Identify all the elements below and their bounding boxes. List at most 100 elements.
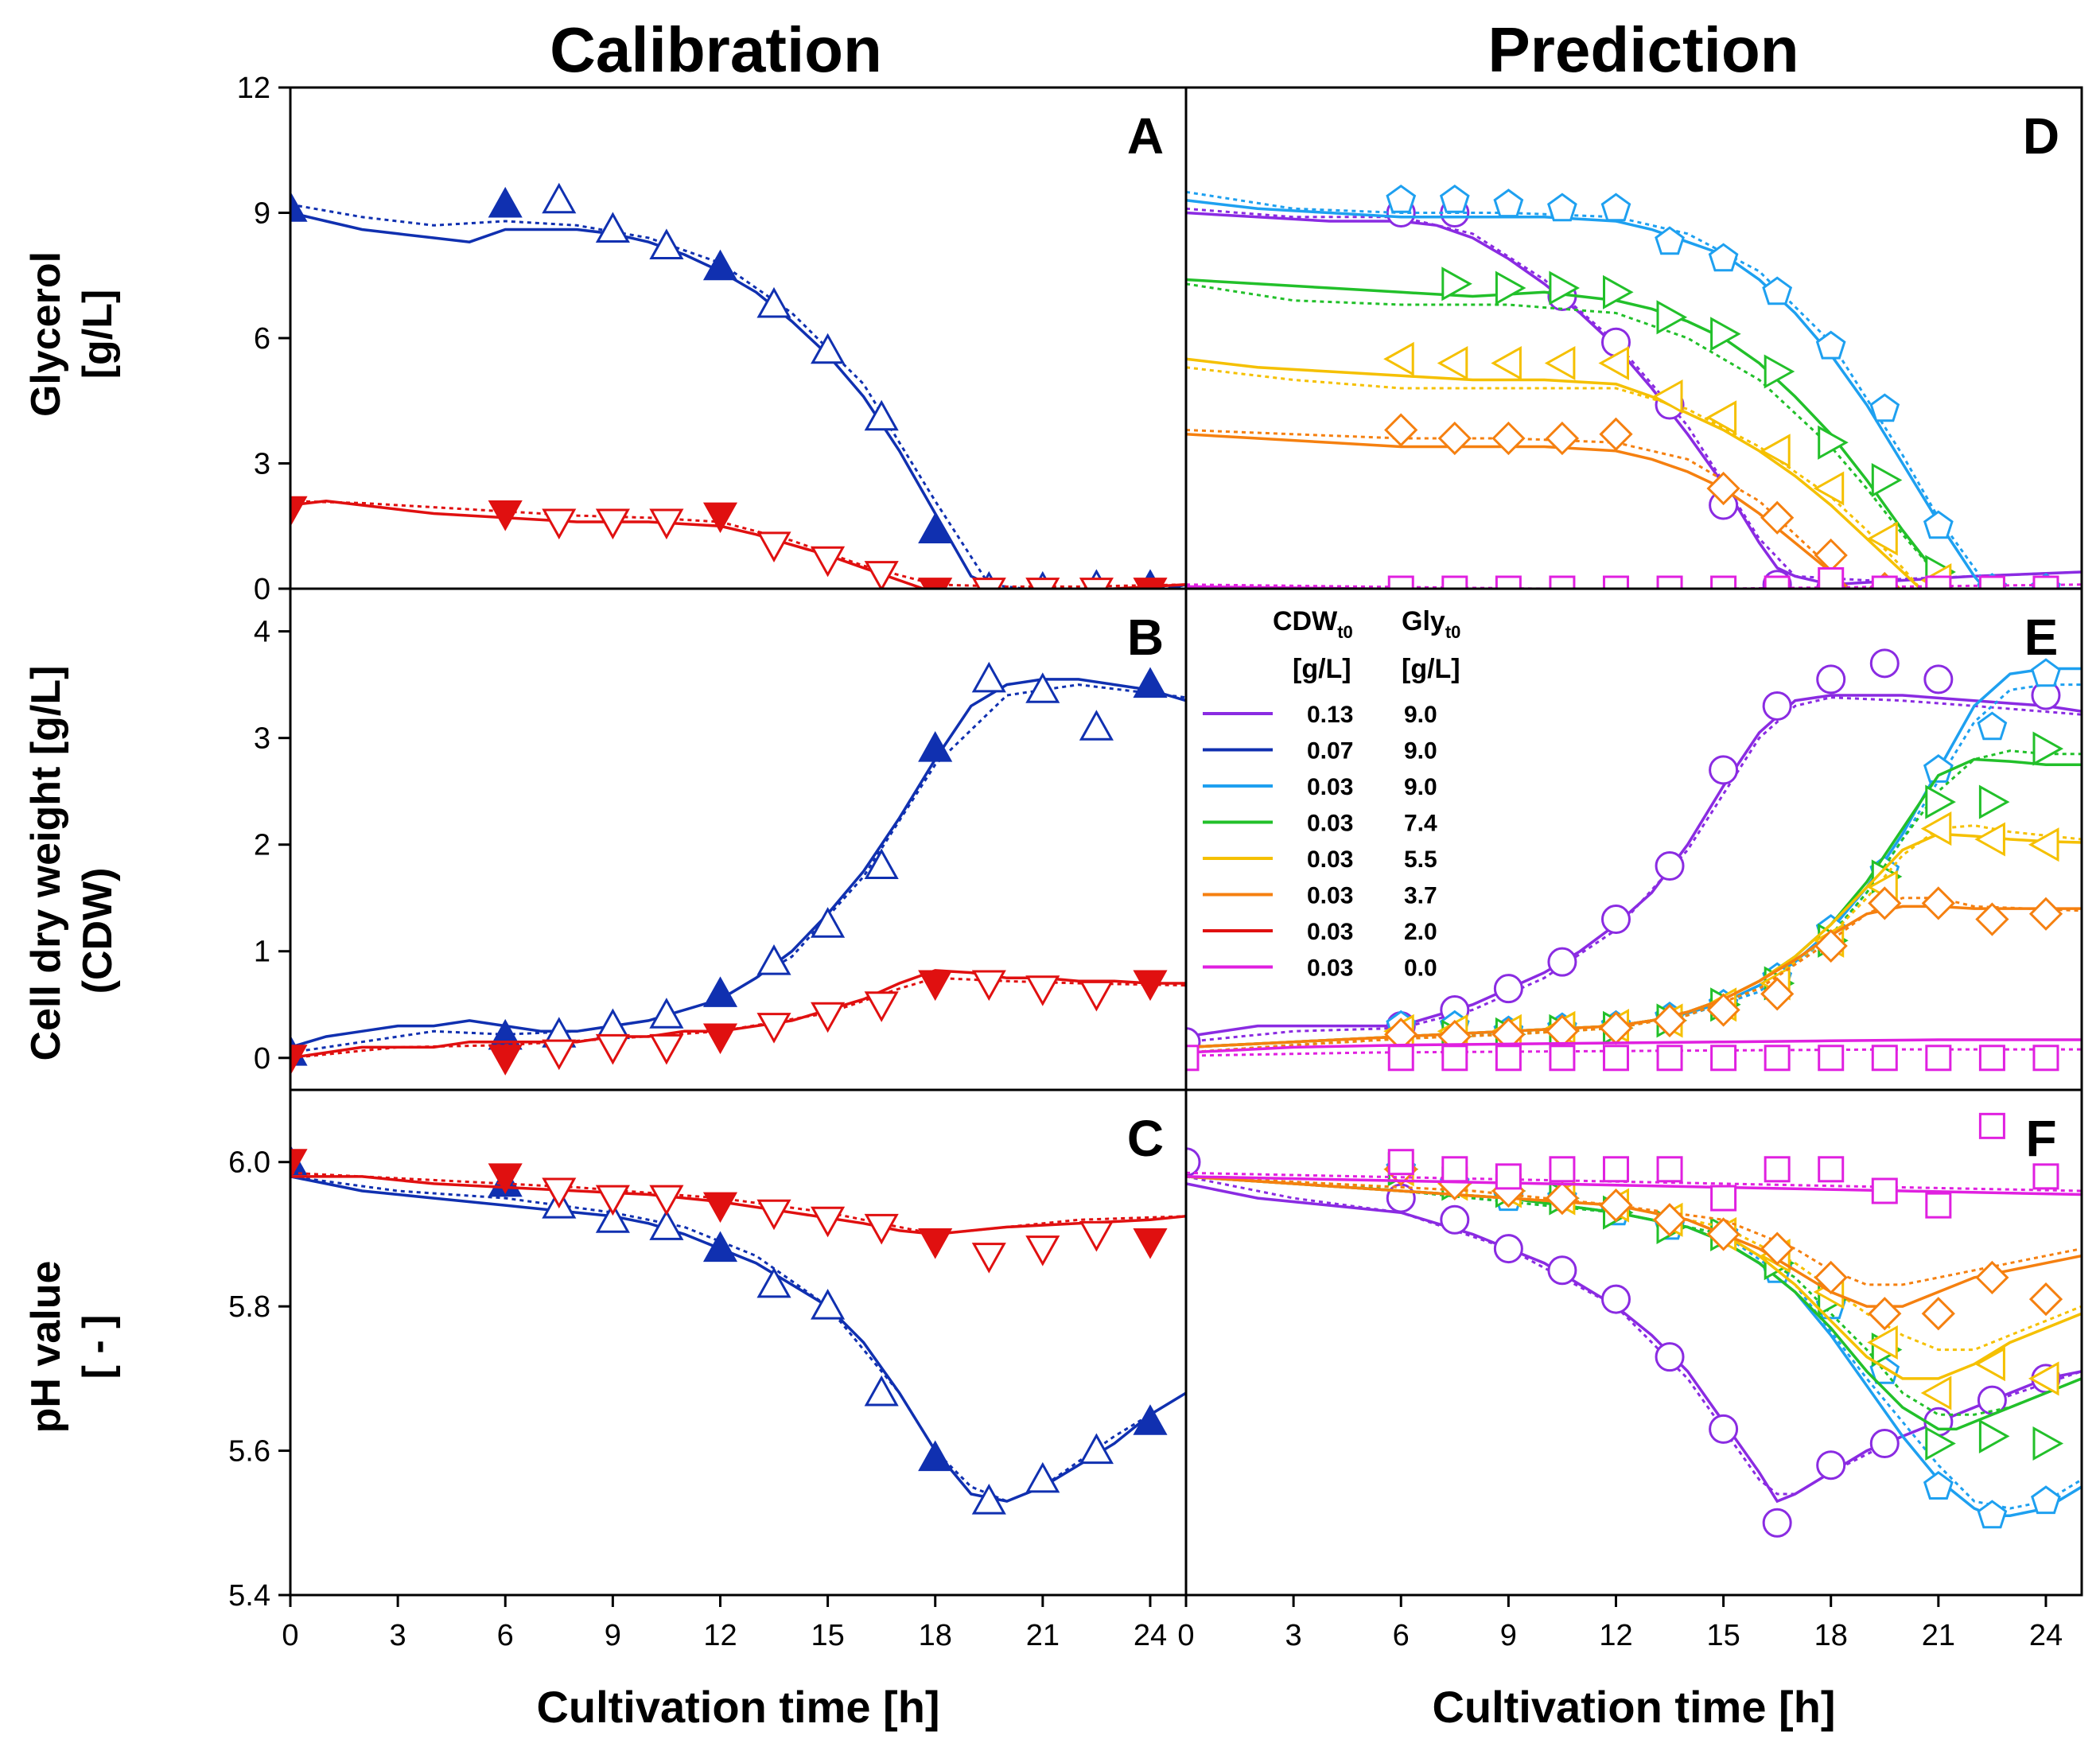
y-tick-label: 0 [254, 573, 270, 606]
legend-row: 0.03 9.0 [1203, 774, 1437, 800]
row-label-cdw: Cell dry weight [g/L] (CDW) [23, 666, 121, 1061]
panel-a-series-1-filled-point [290, 496, 308, 527]
panel-d-series-3-open-point [1705, 400, 1737, 435]
panel-f-series-5-open-point [1978, 1112, 2005, 1139]
panel-d-series-3-open-point [1383, 341, 1414, 376]
panel-e-series-5-open-point [1818, 1045, 1845, 1072]
legend-row: 0.13 9.0 [1203, 702, 1437, 728]
legend-cdw-value: 0.03 [1307, 955, 1353, 982]
panel-c [290, 1144, 1186, 1515]
panel-e-series-3-open-point [1920, 811, 1952, 846]
panel-c-series-1-open-point [756, 1199, 791, 1231]
panel-e-series-0-open-point [1600, 905, 1631, 935]
panel-b-series-0-model-line [290, 678, 1186, 1049]
legend-gly-value: 9.0 [1404, 774, 1437, 800]
panel-f-series-0-open-point [1186, 1147, 1201, 1177]
panel-b-series-0-filled-point [702, 976, 738, 1007]
y-tick-label: 12 [237, 72, 270, 105]
panel-b-series-1-open-point [1079, 980, 1114, 1012]
x-tick-label: 3 [1285, 1619, 1302, 1652]
panel-a-series-1-filled-point [488, 500, 523, 531]
panel-e-series-4-open-point [1760, 977, 1795, 1011]
x-tick-label: 0 [1177, 1619, 1194, 1652]
panel-e-series-4-open-point [1652, 1003, 1687, 1038]
panel-a-series-0-filled-point [488, 186, 523, 218]
panel-d-series-5-open-point [1710, 575, 1737, 589]
panel-d [1186, 184, 2082, 589]
panel-f-series-4-open-point [1814, 1260, 1848, 1295]
panel-e-series-5-open-point [1978, 1045, 2005, 1072]
legend-gly-value: 5.5 [1404, 846, 1437, 873]
panel-f-series-0-open-point [1709, 1414, 1739, 1444]
panel-f-series-3-open-point [1920, 1375, 1952, 1410]
panel-d-series-1-open-point [1762, 276, 1793, 305]
legend-unit-cdw: [g/L] [1293, 654, 1351, 684]
x-axis-label-right: Cultivation time [h] [1432, 1682, 1835, 1732]
legend-cdw-value: 0.07 [1307, 738, 1353, 765]
panel-a-series-1-open-point [1025, 578, 1060, 589]
y-tick-label: 5.6 [228, 1435, 270, 1469]
panel-f-series-4-open-point [1599, 1188, 1633, 1223]
panel-b-series-1-filled-point [702, 1023, 738, 1055]
panel-e-series-0-open-point [1655, 851, 1685, 881]
panel-b-series-1-filled-point [290, 1045, 308, 1076]
panel-f-series-5-model-dotted-line [1186, 1171, 2082, 1193]
panel-b-series-0-open-point [649, 998, 684, 1029]
panel-d-series-2-model-dotted-line [1186, 282, 1951, 589]
panel-b-series-1 [290, 969, 1186, 1076]
panel-a-series-0-open-point [542, 182, 577, 214]
row-label-ph-line1: pH value [23, 1261, 69, 1434]
panel-c-series-0-filled-point [1133, 1404, 1168, 1435]
panel-d-series-5-open-point [1495, 575, 1522, 589]
panel-d-series-2-open-point [1441, 267, 1472, 302]
legend-cdw-value: 0.13 [1307, 702, 1353, 728]
panel-c-series-0-open-point [971, 1484, 1006, 1515]
row-label-ph-line2: [ - ] [75, 1315, 121, 1379]
legend-row: 0.07 9.0 [1203, 738, 1437, 765]
panel-d-series-1-open-point [1923, 510, 1954, 539]
x-tick-label: 24 [1134, 1619, 1167, 1652]
panel-e-series-0-open-point [1709, 755, 1739, 785]
y-tick-label: 5.4 [228, 1579, 270, 1613]
panel-f-series-2-open-point [1978, 1418, 2010, 1453]
panel-e-series-4-model-line [1186, 905, 2082, 1049]
y-tick-label: 6.0 [228, 1146, 270, 1180]
panel-f-series-5-open-point [1549, 1156, 1576, 1183]
y-tick-label: 5.8 [228, 1290, 270, 1324]
panel-d-series-1-open-point [1708, 243, 1739, 272]
panel-letter-a: A [1127, 107, 1164, 165]
panel-c-series-1-open-point [595, 1185, 630, 1216]
panel-d-series-5-open-point [1387, 575, 1414, 589]
panel-b-series-1-open-point [595, 1033, 630, 1065]
panel-b-series-0-open-point [756, 944, 791, 975]
legend-row: 0.03 5.5 [1203, 846, 1437, 873]
panel-e-series-1-open-point [2031, 658, 2061, 687]
panel-f-series-5 [1186, 1112, 2082, 1219]
legend-cdw-value: 0.03 [1307, 811, 1353, 837]
panel-c-series-0-open-point [649, 1209, 684, 1240]
panel-a-series-1-filled-point [918, 578, 953, 589]
panel-f-series-0-model-line [1186, 1182, 2082, 1504]
panel-a-series-1-open-point [595, 508, 630, 540]
panel-e-series-0-open-point [1493, 974, 1523, 1004]
panel-a-series-1-open-point [971, 578, 1006, 589]
y-tick-label: 0 [254, 1042, 270, 1076]
panel-f-series-1-open-point [1977, 1500, 2008, 1529]
panel-f-series-2-open-point [1925, 1426, 1956, 1461]
panel-e-series-5-open-point [1441, 1045, 1468, 1072]
panel-e-series-3-open-point [1974, 822, 2005, 857]
legend-row: 0.03 0.0 [1203, 955, 1437, 982]
panel-f-series-0-open-point [1547, 1255, 1577, 1286]
panel-f-series-5-open-point [1871, 1177, 1898, 1204]
panel-e-series-5-open-point [1656, 1045, 1683, 1072]
panel-b-series-1-filled-point [1133, 970, 1168, 1002]
panel-d-series-5-open-point [1656, 575, 1683, 589]
panel-d-series-5-open-point [1441, 575, 1468, 589]
panel-f-series-0-open-point [1869, 1429, 1900, 1458]
panel-f-series-5-open-point [2032, 1163, 2059, 1190]
panel-b-series-1-open-point [864, 991, 899, 1022]
panel-d-series-4-open-point [1545, 421, 1580, 456]
panel-d-series-4-open-point [1814, 538, 1848, 573]
legend-cdw-value: 0.03 [1307, 919, 1353, 945]
panel-a [290, 182, 1186, 589]
